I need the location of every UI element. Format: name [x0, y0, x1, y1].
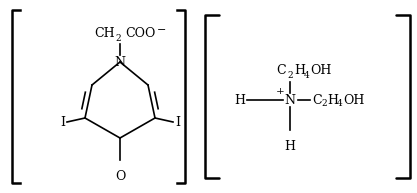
Text: OH: OH	[310, 64, 332, 77]
Text: CH: CH	[94, 27, 115, 40]
Text: 2: 2	[287, 71, 293, 80]
Text: N: N	[115, 56, 126, 69]
Text: H: H	[294, 64, 305, 77]
Text: 4: 4	[304, 71, 310, 80]
Text: 2: 2	[321, 100, 327, 108]
Text: H: H	[234, 93, 245, 107]
Text: H: H	[284, 140, 296, 153]
Text: I: I	[175, 115, 180, 129]
Text: I: I	[60, 115, 65, 129]
Text: 2: 2	[115, 34, 121, 43]
Text: H: H	[327, 93, 338, 107]
Text: 4: 4	[337, 100, 343, 108]
Text: OH: OH	[343, 93, 364, 107]
Text: O: O	[115, 170, 125, 183]
Text: C: C	[276, 64, 286, 77]
Text: +: +	[276, 87, 284, 96]
Text: C: C	[312, 93, 322, 107]
Text: COO: COO	[125, 27, 156, 40]
Text: N: N	[284, 93, 296, 107]
Text: −: −	[157, 25, 166, 35]
